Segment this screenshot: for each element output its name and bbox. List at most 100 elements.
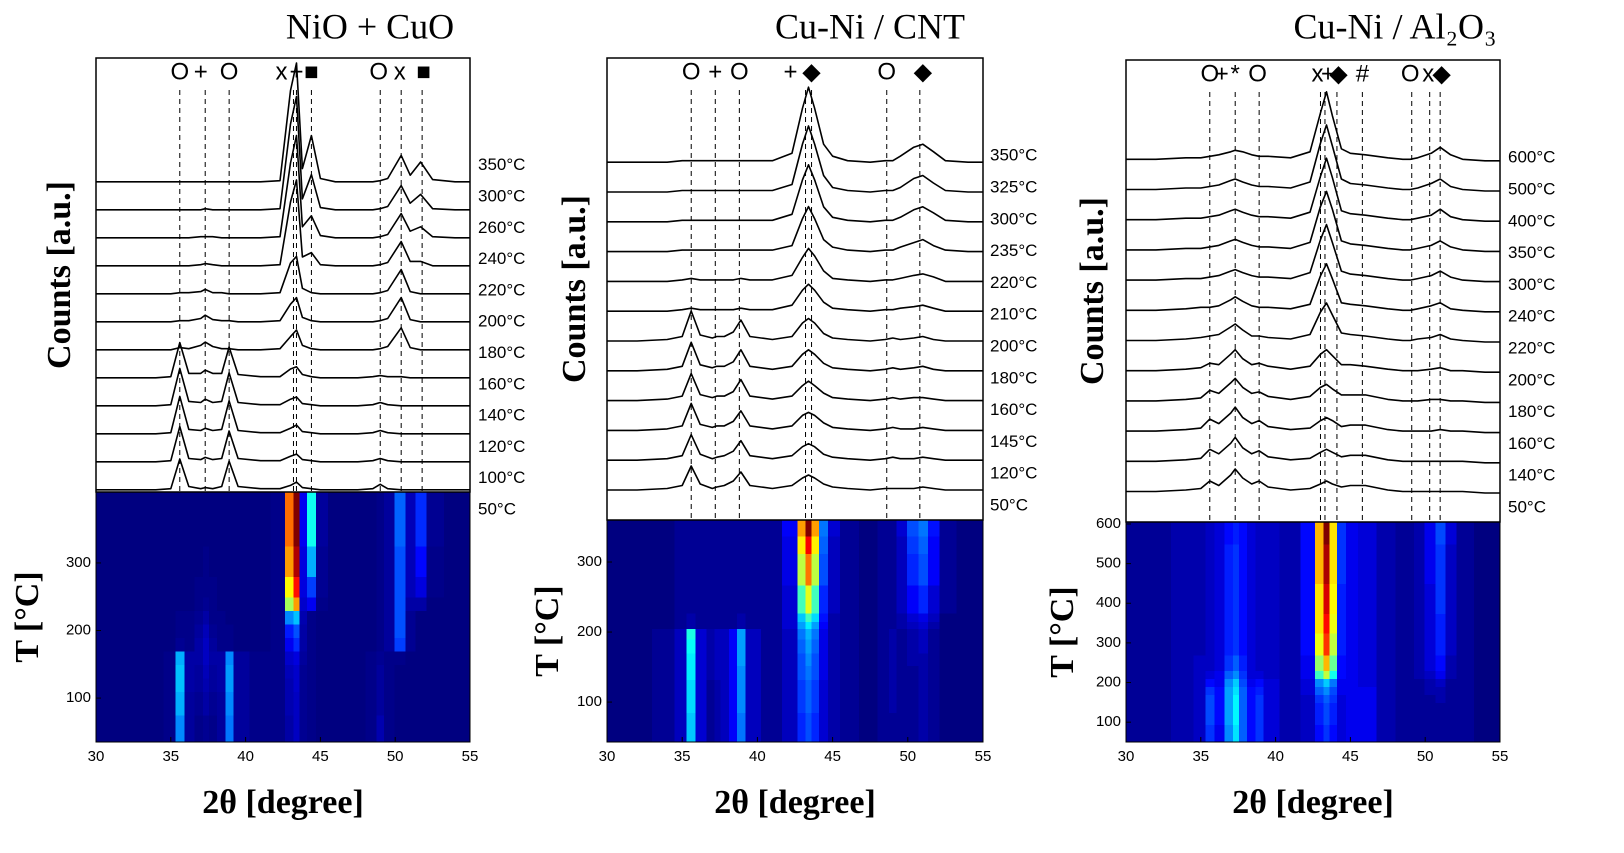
heatmap-cell — [1329, 583, 1338, 614]
temperature-label: 400°C — [1508, 211, 1555, 230]
heatmap-cell — [202, 691, 210, 716]
heatmap-cell — [249, 650, 271, 665]
x-tick-label: 55 — [462, 748, 479, 765]
heatmap-cell — [840, 584, 860, 614]
heatmap-cell — [315, 664, 329, 679]
heatmap-cell — [877, 621, 890, 630]
heatmap-cell — [462, 677, 471, 692]
heatmap-cell — [975, 712, 984, 743]
heatmap-cell — [315, 650, 329, 665]
heatmap-cell — [695, 639, 707, 654]
heatmap-cell — [1279, 702, 1301, 725]
heatmap — [1126, 522, 1501, 743]
heatmap-cell — [1140, 724, 1172, 743]
heatmap-cell — [896, 612, 908, 623]
y-tick-label: 200 — [577, 623, 602, 640]
heatmap-cell — [1170, 702, 1194, 725]
heatmap-cell — [293, 576, 301, 598]
heatmap-cell — [285, 637, 295, 652]
heatmap-cell — [828, 621, 841, 630]
heatmap-cell — [208, 576, 218, 598]
heatmap-cell — [1255, 724, 1265, 743]
heatmap-cell — [686, 712, 697, 743]
heatmap-cell — [975, 621, 984, 630]
heatmap-cell — [194, 664, 204, 679]
heatmap-cell — [376, 596, 385, 611]
heatmap-cell — [1300, 522, 1316, 545]
temperature-label: 325°C — [990, 177, 1037, 196]
y-tick-label: 100 — [577, 693, 602, 710]
heatmap-cell — [907, 584, 919, 614]
heatmap-cell — [761, 665, 783, 680]
heatmap-cell — [462, 576, 471, 598]
heatmap-cell — [1224, 686, 1234, 696]
heatmap-cell — [233, 546, 250, 578]
heatmap-cell — [1413, 678, 1426, 688]
heatmap-cell — [163, 596, 176, 611]
heatmap-cell — [1232, 678, 1240, 688]
heatmap-cell — [1224, 543, 1234, 585]
heatmap-cell — [270, 650, 286, 665]
heatmap-cell — [811, 553, 820, 586]
heatmap-cell — [1170, 654, 1194, 672]
heatmap-cell — [383, 596, 396, 611]
heatmap-cell — [975, 520, 984, 537]
heatmap-cell — [720, 621, 730, 630]
heatmap-cell — [1238, 694, 1248, 703]
heatmap-cell — [1238, 678, 1248, 688]
heatmap-cell — [939, 679, 958, 714]
heatmap-cell — [462, 492, 471, 547]
heatmap-cell — [1214, 686, 1226, 696]
heatmap-cell — [1473, 613, 1494, 634]
peak-annotation: # — [1356, 60, 1370, 87]
heatmap-cell — [217, 664, 227, 679]
heatmap-cell — [394, 691, 407, 716]
heatmap-cell — [1193, 702, 1206, 725]
heatmap-cell — [426, 596, 445, 611]
heatmap-cell — [1345, 670, 1359, 680]
heatmap-cell — [285, 610, 295, 625]
heatmap-cell — [1255, 670, 1265, 680]
heatmap-cell — [889, 520, 898, 537]
heatmap-cell — [376, 576, 385, 598]
heatmap-cell — [939, 535, 958, 554]
heatmap-cell — [1140, 686, 1172, 696]
heatmap-cell — [782, 535, 798, 554]
heatmap-cell — [225, 596, 235, 611]
heatmap-cell — [315, 596, 329, 611]
heatmap-cell — [1140, 522, 1172, 545]
heatmap-cell — [270, 691, 286, 716]
heatmap-cell — [208, 691, 218, 716]
heatmap-cell — [1224, 654, 1234, 672]
heatmap-cell — [896, 712, 908, 743]
heatmap-cell — [686, 621, 697, 630]
heatmap-cell — [293, 546, 301, 578]
temperature-label: 140°C — [478, 406, 525, 425]
heatmap-cell — [365, 546, 378, 578]
heatmap-cell — [299, 691, 308, 716]
heatmap-cell — [956, 584, 977, 614]
heatmap-cell — [1315, 694, 1325, 703]
heatmap-cell — [1205, 613, 1215, 634]
heatmap-cell — [1336, 694, 1347, 703]
heatmap-cell — [858, 584, 879, 614]
peak-annotation: O — [170, 58, 189, 85]
heatmap-cell — [306, 714, 317, 743]
heatmap-cell — [1323, 632, 1331, 656]
heatmap-cell — [285, 677, 295, 692]
heatmap-cell — [907, 621, 919, 630]
temperature-label: 350°C — [990, 146, 1037, 165]
heatmap-cell — [217, 677, 227, 692]
heatmap-cell — [140, 610, 164, 625]
heatmap-cell — [1406, 654, 1415, 672]
heatmap-cell — [315, 637, 329, 652]
xrd-curve — [607, 283, 983, 312]
heatmap-cell — [1126, 632, 1142, 656]
heatmap-cell — [233, 677, 250, 692]
heatmap-cell — [1263, 632, 1280, 656]
heatmap-cell — [811, 535, 820, 554]
heatmap-cell — [1170, 724, 1194, 743]
heatmap-cell — [1329, 613, 1338, 634]
heatmap-cell — [1413, 632, 1426, 656]
heatmap-cell — [811, 584, 820, 614]
